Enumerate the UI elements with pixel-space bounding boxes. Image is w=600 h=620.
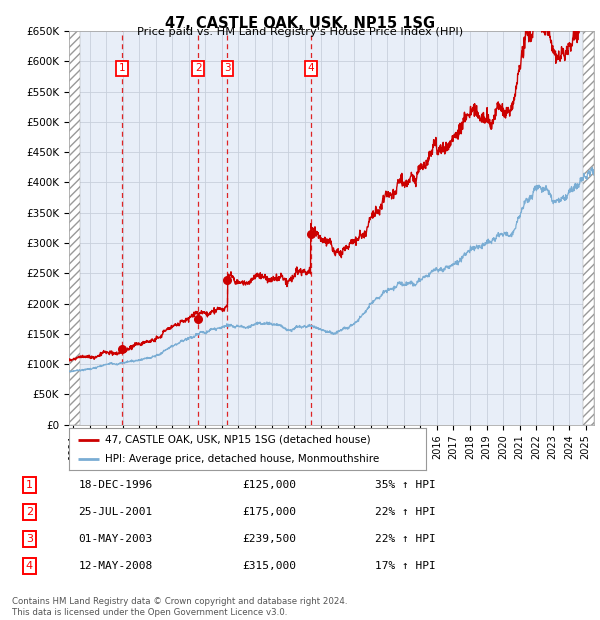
Text: 12-MAY-2008: 12-MAY-2008 <box>78 561 152 571</box>
Text: 1: 1 <box>119 63 125 73</box>
Text: Contains HM Land Registry data © Crown copyright and database right 2024.: Contains HM Land Registry data © Crown c… <box>12 597 347 606</box>
Text: £315,000: £315,000 <box>242 561 296 571</box>
Bar <box>69 31 80 425</box>
Text: This data is licensed under the Open Government Licence v3.0.: This data is licensed under the Open Gov… <box>12 608 287 617</box>
Text: 47, CASTLE OAK, USK, NP15 1SG: 47, CASTLE OAK, USK, NP15 1SG <box>165 16 435 31</box>
Text: 4: 4 <box>307 63 314 73</box>
Text: 3: 3 <box>224 63 231 73</box>
Text: 47, CASTLE OAK, USK, NP15 1SG (detached house): 47, CASTLE OAK, USK, NP15 1SG (detached … <box>105 435 370 445</box>
Text: 4: 4 <box>26 561 33 571</box>
Bar <box>583 31 594 425</box>
Text: 2: 2 <box>195 63 202 73</box>
Text: HPI: Average price, detached house, Monmouthshire: HPI: Average price, detached house, Monm… <box>105 454 379 464</box>
Text: 17% ↑ HPI: 17% ↑ HPI <box>375 561 436 571</box>
Text: £125,000: £125,000 <box>242 480 296 490</box>
Text: £239,500: £239,500 <box>242 534 296 544</box>
Text: 22% ↑ HPI: 22% ↑ HPI <box>375 507 436 517</box>
Text: £175,000: £175,000 <box>242 507 296 517</box>
Text: Price paid vs. HM Land Registry's House Price Index (HPI): Price paid vs. HM Land Registry's House … <box>137 27 463 37</box>
Text: 18-DEC-1996: 18-DEC-1996 <box>78 480 152 490</box>
Text: 3: 3 <box>26 534 33 544</box>
Text: 35% ↑ HPI: 35% ↑ HPI <box>375 480 436 490</box>
Text: 22% ↑ HPI: 22% ↑ HPI <box>375 534 436 544</box>
Text: 25-JUL-2001: 25-JUL-2001 <box>78 507 152 517</box>
Text: 01-MAY-2003: 01-MAY-2003 <box>78 534 152 544</box>
Text: 2: 2 <box>26 507 33 517</box>
Text: 1: 1 <box>26 480 33 490</box>
